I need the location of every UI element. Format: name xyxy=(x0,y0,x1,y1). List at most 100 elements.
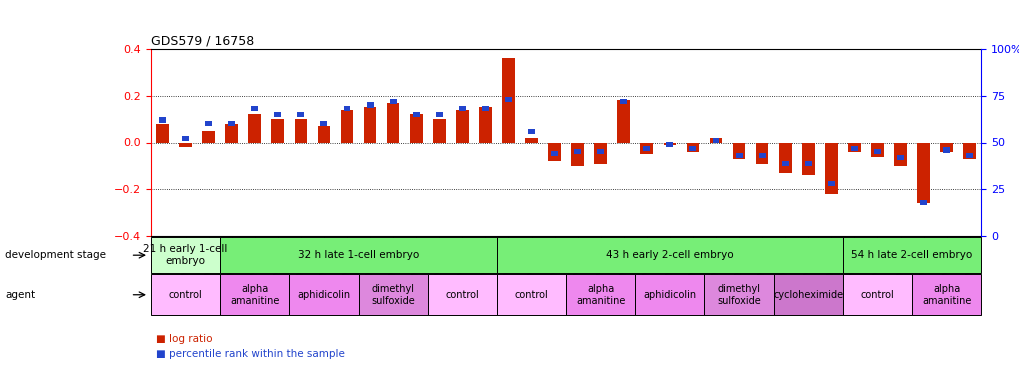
Bar xyxy=(704,274,773,315)
Bar xyxy=(496,274,566,315)
Text: dimethyl
sulfoxide: dimethyl sulfoxide xyxy=(371,284,415,306)
Text: GDS579 / 16758: GDS579 / 16758 xyxy=(151,34,254,48)
Bar xyxy=(182,136,189,141)
Bar xyxy=(965,153,972,158)
Bar xyxy=(663,142,676,145)
Bar xyxy=(916,142,929,203)
Bar xyxy=(364,107,376,142)
Text: control: control xyxy=(515,290,548,300)
Bar xyxy=(850,146,857,151)
Bar xyxy=(801,142,814,176)
Bar xyxy=(479,107,491,142)
Text: dimethyl
sulfoxide: dimethyl sulfoxide xyxy=(716,284,760,306)
Text: 21 h early 1-cell
embryо: 21 h early 1-cell embryо xyxy=(144,244,227,266)
Bar xyxy=(205,121,212,126)
Bar xyxy=(547,142,560,161)
Bar xyxy=(824,142,837,194)
Bar xyxy=(410,114,422,142)
Bar xyxy=(225,124,237,142)
Bar xyxy=(289,274,359,315)
Bar xyxy=(665,142,673,147)
Bar xyxy=(294,119,307,142)
Bar xyxy=(317,126,330,142)
Bar xyxy=(620,99,627,104)
Bar xyxy=(773,274,842,315)
Text: control: control xyxy=(445,290,479,300)
Bar xyxy=(343,106,351,111)
Bar xyxy=(249,114,261,142)
Bar xyxy=(962,142,975,159)
Bar xyxy=(940,142,952,152)
Text: 32 h late 1-cell embryo: 32 h late 1-cell embryo xyxy=(298,250,419,260)
Text: alpha
amanitine: alpha amanitine xyxy=(576,284,625,306)
Bar xyxy=(481,106,488,111)
Bar xyxy=(571,142,584,166)
Bar xyxy=(359,274,427,315)
Bar xyxy=(156,124,169,142)
Text: 54 h late 2-cell embryo: 54 h late 2-cell embryo xyxy=(851,250,972,260)
Bar xyxy=(732,142,745,159)
Bar xyxy=(735,153,742,158)
Bar xyxy=(220,237,496,273)
Bar xyxy=(594,142,606,164)
Bar xyxy=(827,181,834,186)
Text: agent: agent xyxy=(5,290,36,300)
Bar xyxy=(435,112,442,117)
Bar xyxy=(640,142,652,154)
Bar xyxy=(455,110,468,142)
Text: alpha
amanitine: alpha amanitine xyxy=(230,284,279,306)
Bar xyxy=(525,138,537,142)
Bar xyxy=(220,274,289,315)
Bar xyxy=(427,274,496,315)
Bar xyxy=(298,112,304,117)
Bar xyxy=(528,129,534,134)
Bar xyxy=(274,112,281,117)
Text: development stage: development stage xyxy=(5,250,106,260)
Bar xyxy=(847,142,860,152)
Bar xyxy=(758,153,765,158)
Bar xyxy=(366,102,373,108)
Bar xyxy=(320,121,327,126)
Bar xyxy=(755,142,767,164)
Text: ■ log ratio: ■ log ratio xyxy=(156,334,212,344)
Bar xyxy=(616,100,630,142)
Bar xyxy=(566,274,635,315)
Bar xyxy=(911,274,980,315)
Text: control: control xyxy=(860,290,894,300)
Bar xyxy=(873,149,880,154)
Text: alpha
amanitine: alpha amanitine xyxy=(921,284,970,306)
Text: control: control xyxy=(168,290,202,300)
Bar xyxy=(643,146,650,151)
Bar xyxy=(943,147,949,153)
Bar xyxy=(919,200,926,205)
Bar xyxy=(151,237,220,273)
Bar xyxy=(340,110,353,142)
Bar xyxy=(896,155,903,160)
Bar xyxy=(842,237,980,273)
Text: aphidicolin: aphidicolin xyxy=(643,290,696,300)
Bar xyxy=(894,142,906,166)
Text: 43 h early 2-cell embryo: 43 h early 2-cell embryo xyxy=(605,250,733,260)
Bar xyxy=(842,274,911,315)
Bar xyxy=(689,146,696,151)
Bar xyxy=(804,160,811,166)
Bar xyxy=(432,119,445,142)
Text: ■ percentile rank within the sample: ■ percentile rank within the sample xyxy=(156,349,344,359)
Bar xyxy=(550,151,557,156)
Bar xyxy=(870,142,882,157)
Bar xyxy=(413,112,419,117)
Bar xyxy=(709,138,721,142)
Bar xyxy=(389,99,396,104)
Bar xyxy=(271,119,284,142)
Bar xyxy=(781,160,788,166)
Bar xyxy=(251,106,258,111)
Bar xyxy=(504,97,512,102)
Bar xyxy=(228,121,235,126)
Bar xyxy=(386,103,399,142)
Text: cycloheximide: cycloheximide xyxy=(772,290,843,300)
Bar xyxy=(712,138,718,143)
Text: aphidicolin: aphidicolin xyxy=(298,290,351,300)
Bar xyxy=(202,131,215,142)
Bar xyxy=(496,237,842,273)
Bar xyxy=(597,149,603,154)
